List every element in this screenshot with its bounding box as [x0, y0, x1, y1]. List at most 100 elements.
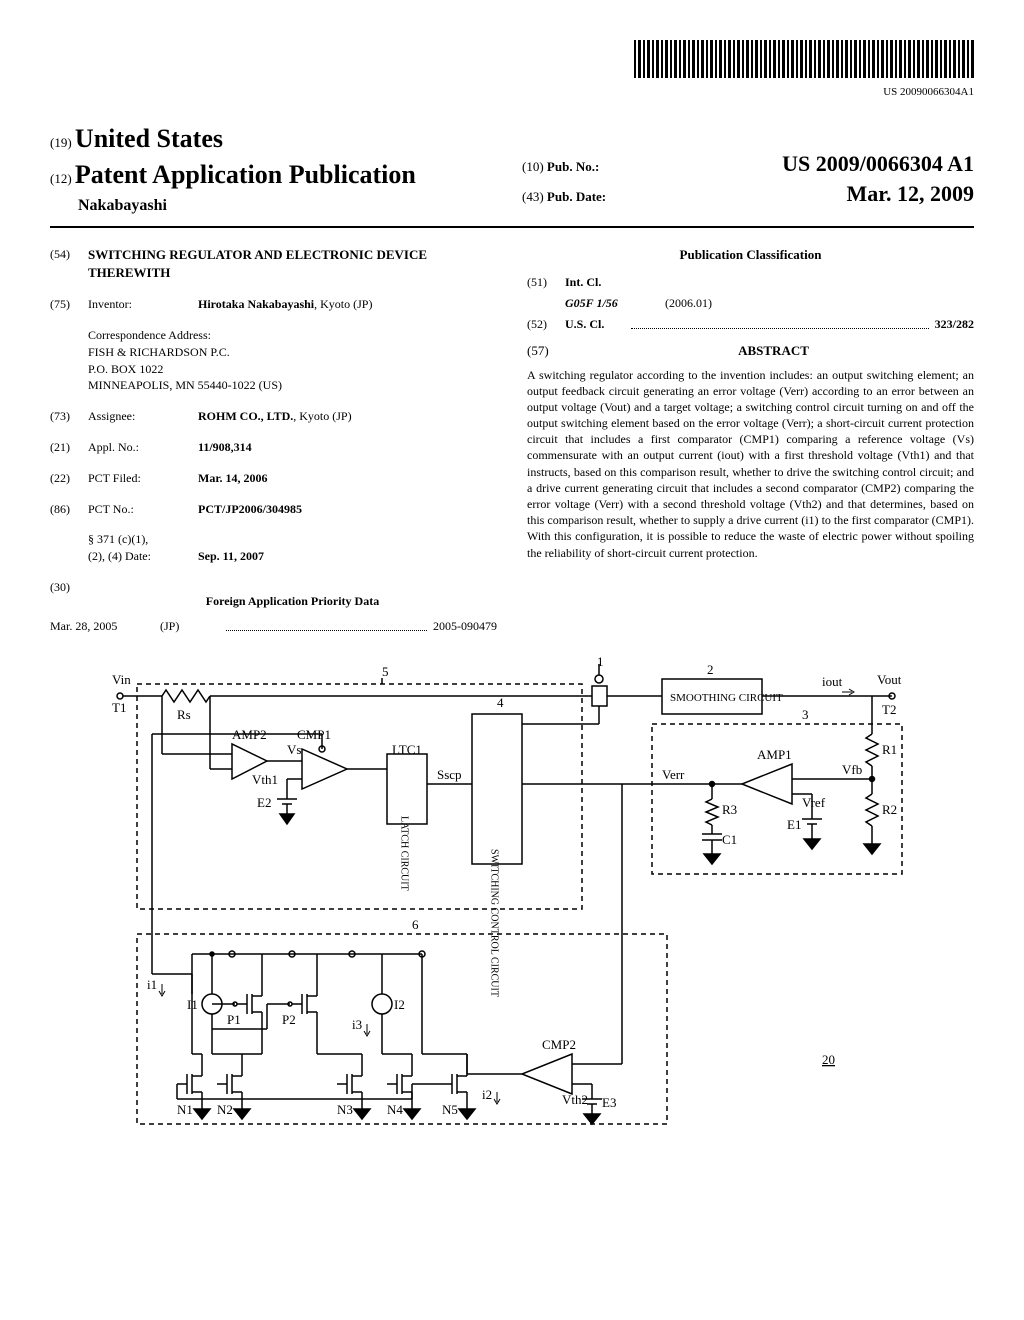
lbl-Vth1: Vth1	[252, 772, 278, 787]
lbl-P1: P1	[227, 1012, 241, 1027]
pub-no-code: (10)	[522, 159, 544, 174]
circuit-diagram: 5 Vin T1 Rs AMP2 Vs CMP1 Vth1	[102, 654, 922, 1144]
lbl-N5: N5	[442, 1102, 458, 1117]
uscl-label: U.S. Cl.	[565, 316, 625, 333]
country: United States	[75, 124, 223, 153]
intcl-row: (51) Int. Cl.	[527, 274, 974, 291]
priority-dots	[226, 618, 427, 632]
author-line: Nakabayashi	[50, 195, 502, 217]
corr-line1: FISH & RICHARDSON P.C.	[88, 344, 497, 361]
lbl-Vs: Vs	[287, 742, 301, 757]
lbl-T2: T2	[882, 702, 896, 717]
lbl-5: 5	[382, 664, 389, 679]
pub-class-title: Publication Classification	[527, 246, 974, 264]
lbl-switching: SWITCHING CONTROL CIRCUIT	[489, 849, 500, 997]
header: (19) United States (12) Patent Applicati…	[50, 121, 974, 228]
pct-no-val: PCT/JP2006/304985	[198, 501, 497, 518]
pct-no-label: PCT No.:	[88, 501, 198, 518]
corr-line3: MINNEAPOLIS, MN 55440-1022 (US)	[88, 377, 497, 394]
lbl-E1: E1	[787, 817, 801, 832]
inventor-code: (75)	[50, 296, 88, 313]
intcl-year: (2006.01)	[665, 295, 712, 312]
lbl-N2: N2	[217, 1102, 233, 1117]
inventor-label: Inventor:	[88, 296, 198, 313]
sec371-label-1: § 371 (c)(1),	[88, 531, 198, 548]
assignee-code: (73)	[50, 408, 88, 425]
col-left: (54) SWITCHING REGULATOR AND ELECTRONIC …	[50, 246, 497, 635]
priority-date: Mar. 28, 2005	[50, 618, 160, 635]
lbl-T1: T1	[112, 700, 126, 715]
lbl-I2: I2	[394, 997, 405, 1012]
pct-filed-label: PCT Filed:	[88, 470, 198, 487]
diagram-container: 5 Vin T1 Rs AMP2 Vs CMP1 Vth1	[50, 654, 974, 1144]
assignee-loc: , Kyoto (JP)	[293, 409, 351, 423]
lbl-Vref: Vref	[802, 795, 826, 810]
lbl-E3: E3	[602, 1095, 616, 1110]
pub-no: US 2009/0066304 A1	[782, 149, 974, 180]
appl-label: Appl. No.:	[88, 439, 198, 456]
appl-code: (21)	[50, 439, 88, 456]
abstract-code: (57)	[527, 342, 565, 360]
uscl-row: (52) U.S. Cl. 323/282	[527, 316, 974, 333]
assignee-label: Assignee:	[88, 408, 198, 425]
inventor-name-bold: Hirotaka Nakabayashi	[198, 297, 314, 311]
pct-filed-val: Mar. 14, 2006	[198, 470, 497, 487]
lbl-Verr: Verr	[662, 767, 685, 782]
lbl-i2: i2	[482, 1087, 492, 1102]
country-code: (19)	[50, 135, 72, 150]
priority-country: (JP)	[160, 618, 220, 635]
pub-date: Mar. 12, 2009	[846, 179, 974, 210]
header-right: (10) Pub. No.: US 2009/0066304 A1 (43) P…	[502, 121, 974, 218]
lbl-i3: i3	[352, 1017, 362, 1032]
uscl-code: (52)	[527, 316, 565, 333]
assignee-name: ROHM CO., LTD.	[198, 409, 293, 423]
correspondence-address: Correspondence Address: FISH & RICHARDSO…	[88, 327, 497, 394]
lbl-N1: N1	[177, 1102, 193, 1117]
barcode-area: US 20090066304A1	[50, 40, 974, 101]
lbl-Vout: Vout	[877, 672, 902, 687]
pub-type-code: (12)	[50, 171, 72, 186]
intcl-label: Int. Cl.	[565, 274, 645, 291]
priority-code: (30)	[50, 579, 88, 618]
header-left: (19) United States (12) Patent Applicati…	[50, 121, 502, 218]
pub-no-label: Pub. No.:	[547, 159, 599, 174]
nmos-row: N1 N2 N3 N4	[177, 954, 475, 1119]
lbl-1: 1	[597, 654, 604, 669]
col-right: Publication Classification (51) Int. Cl.…	[527, 246, 974, 635]
priority-num: 2005-090479	[433, 618, 497, 635]
barcode-text: US 20090066304A1	[50, 85, 974, 100]
lbl-R1: R1	[882, 742, 897, 757]
corr-label: Correspondence Address:	[88, 327, 497, 344]
lbl-Vin: Vin	[112, 672, 131, 687]
sec371-label: § 371 (c)(1), (2), (4) Date:	[88, 531, 198, 565]
lbl-4: 4	[497, 695, 504, 710]
pub-date-code: (43)	[522, 189, 544, 204]
pct-filed-code: (22)	[50, 470, 88, 487]
priority-title: Foreign Application Priority Data	[88, 593, 497, 610]
sec371-label-2: (2), (4) Date:	[88, 548, 198, 565]
pub-date-label: Pub. Date:	[547, 189, 606, 204]
inventor-name: Hirotaka Nakabayashi, Kyoto (JP)	[198, 296, 372, 313]
lbl-3: 3	[802, 707, 809, 722]
lbl-6: 6	[412, 917, 419, 932]
lbl-C1: C1	[722, 832, 737, 847]
pub-type: Patent Application Publication	[75, 160, 416, 189]
lbl-R3: R3	[722, 802, 737, 817]
uscl-val: 323/282	[935, 316, 974, 333]
pct-no-code: (86)	[50, 501, 88, 518]
assignee-val: ROHM CO., LTD., Kyoto (JP)	[198, 408, 352, 425]
inventor-loc: , Kyoto (JP)	[314, 297, 372, 311]
corr-line2: P.O. BOX 1022	[88, 361, 497, 378]
lbl-iout: iout	[822, 674, 843, 689]
lbl-AMP1: AMP1	[757, 747, 792, 762]
uscl-dots	[631, 316, 929, 330]
lbl-Sscp: Sscp	[437, 767, 462, 782]
sec371-val: Sep. 11, 2007	[198, 548, 497, 565]
lbl-latch: LATCH CIRCUIT	[399, 816, 410, 891]
lbl-N3: N3	[337, 1102, 353, 1117]
priority-row: Mar. 28, 2005 (JP) 2005-090479	[50, 618, 497, 635]
title-code: (54)	[50, 246, 88, 282]
lbl-Rs: Rs	[177, 707, 191, 722]
lbl-i1: i1	[147, 977, 157, 992]
body-columns: (54) SWITCHING REGULATOR AND ELECTRONIC …	[50, 246, 974, 635]
